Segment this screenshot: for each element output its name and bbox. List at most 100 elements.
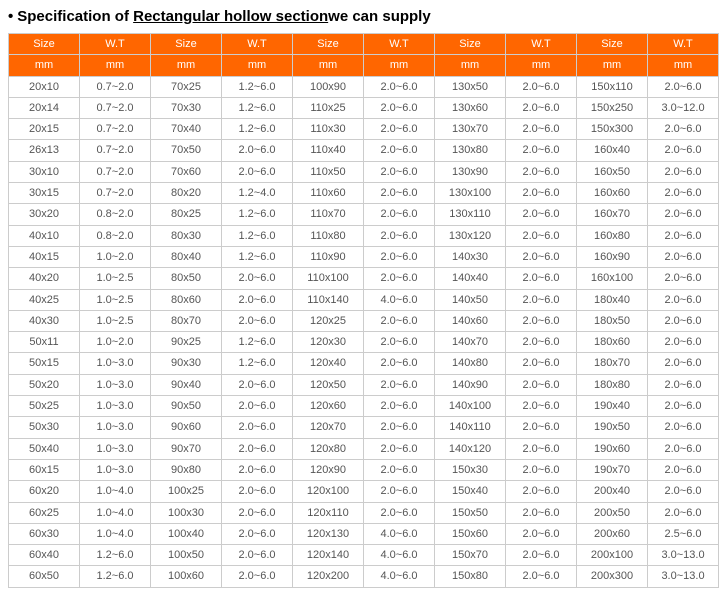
cell-size: 50x11 [9, 332, 80, 353]
title-underline: Rectangular hollow section [133, 8, 328, 25]
cell-size: 140x60 [435, 310, 506, 331]
cell-size: 100x90 [293, 76, 364, 97]
cell-size: 90x40 [151, 374, 222, 395]
cell-size: 190x70 [577, 459, 648, 480]
cell-wt: 2.0~6.0 [648, 417, 719, 438]
cell-wt: 0.7~2.0 [80, 140, 151, 161]
cell-size: 150x30 [435, 459, 506, 480]
table-row: 30x150.7~2.080x201.2~4.0110x602.0~6.0130… [9, 183, 719, 204]
cell-wt: 2.0~6.0 [364, 140, 435, 161]
cell-wt: 1.0~4.0 [80, 481, 151, 502]
cell-wt: 4.0~6.0 [364, 289, 435, 310]
cell-wt: 1.2~6.0 [222, 353, 293, 374]
cell-size: 80x70 [151, 310, 222, 331]
cell-size: 110x40 [293, 140, 364, 161]
cell-wt: 2.0~6.0 [364, 119, 435, 140]
cell-size: 120x140 [293, 545, 364, 566]
cell-wt: 1.0~3.0 [80, 417, 151, 438]
cell-size: 50x20 [9, 374, 80, 395]
cell-size: 140x40 [435, 268, 506, 289]
cell-wt: 1.0~4.0 [80, 523, 151, 544]
title-prefix: Specification of [17, 8, 133, 25]
cell-wt: 2.0~6.0 [506, 268, 577, 289]
table-row: 40x151.0~2.080x401.2~6.0110x902.0~6.0140… [9, 246, 719, 267]
cell-size: 100x60 [151, 566, 222, 587]
cell-size: 160x80 [577, 225, 648, 246]
cell-wt: 2.0~6.0 [364, 459, 435, 480]
cell-wt: 2.0~6.0 [506, 459, 577, 480]
cell-size: 130x60 [435, 97, 506, 118]
cell-size: 40x15 [9, 246, 80, 267]
cell-size: 50x25 [9, 396, 80, 417]
table-row: 30x100.7~2.070x602.0~6.0110x502.0~6.0130… [9, 161, 719, 182]
cell-wt: 2.0~6.0 [648, 161, 719, 182]
cell-wt: 2.0~6.0 [648, 289, 719, 310]
cell-size: 30x15 [9, 183, 80, 204]
table-row: 40x100.8~2.080x301.2~6.0110x802.0~6.0130… [9, 225, 719, 246]
cell-size: 110x70 [293, 204, 364, 225]
col-header-size: Size [151, 34, 222, 55]
cell-wt: 2.0~6.0 [648, 268, 719, 289]
cell-size: 110x50 [293, 161, 364, 182]
cell-wt: 2.0~6.0 [364, 332, 435, 353]
cell-size: 60x30 [9, 523, 80, 544]
table-row: 50x111.0~2.090x251.2~6.0120x302.0~6.0140… [9, 332, 719, 353]
cell-wt: 2.0~6.0 [506, 396, 577, 417]
cell-wt: 1.2~6.0 [222, 225, 293, 246]
cell-size: 150x70 [435, 545, 506, 566]
cell-wt: 1.0~2.5 [80, 268, 151, 289]
cell-size: 80x40 [151, 246, 222, 267]
cell-size: 140x80 [435, 353, 506, 374]
cell-size: 50x30 [9, 417, 80, 438]
cell-size: 190x50 [577, 417, 648, 438]
cell-wt: 2.0~6.0 [648, 310, 719, 331]
table-row: 60x201.0~4.0100x252.0~6.0120x1002.0~6.01… [9, 481, 719, 502]
cell-wt: 0.7~2.0 [80, 183, 151, 204]
cell-size: 140x30 [435, 246, 506, 267]
cell-size: 60x15 [9, 459, 80, 480]
cell-wt: 2.0~6.0 [648, 353, 719, 374]
cell-size: 110x60 [293, 183, 364, 204]
cell-size: 110x25 [293, 97, 364, 118]
cell-wt: 3.0~12.0 [648, 97, 719, 118]
table-row: 60x401.2~6.0100x502.0~6.0120x1404.0~6.01… [9, 545, 719, 566]
cell-size: 180x70 [577, 353, 648, 374]
cell-wt: 2.0~6.0 [506, 545, 577, 566]
cell-wt: 1.0~3.0 [80, 374, 151, 395]
cell-size: 40x30 [9, 310, 80, 331]
cell-size: 120x25 [293, 310, 364, 331]
col-header-wt: W.T [364, 34, 435, 55]
cell-wt: 2.0~6.0 [364, 97, 435, 118]
cell-wt: 1.0~4.0 [80, 502, 151, 523]
cell-wt: 1.2~6.0 [222, 97, 293, 118]
col-header-unit: mm [151, 55, 222, 76]
cell-size: 120x90 [293, 459, 364, 480]
cell-size: 100x25 [151, 481, 222, 502]
cell-wt: 2.0~6.0 [364, 225, 435, 246]
cell-wt: 2.0~6.0 [648, 459, 719, 480]
cell-wt: 2.0~6.0 [506, 97, 577, 118]
cell-size: 120x50 [293, 374, 364, 395]
cell-size: 120x60 [293, 396, 364, 417]
table-row: 20x140.7~2.070x301.2~6.0110x252.0~6.0130… [9, 97, 719, 118]
cell-wt: 2.0~6.0 [222, 310, 293, 331]
cell-size: 140x110 [435, 417, 506, 438]
cell-wt: 2.0~6.0 [364, 204, 435, 225]
cell-size: 130x120 [435, 225, 506, 246]
cell-wt: 2.0~6.0 [364, 183, 435, 204]
cell-size: 130x90 [435, 161, 506, 182]
cell-wt: 1.0~3.0 [80, 396, 151, 417]
cell-size: 100x40 [151, 523, 222, 544]
cell-wt: 1.0~2.0 [80, 246, 151, 267]
title-suffix: we can supply [328, 8, 431, 25]
cell-wt: 3.0~13.0 [648, 545, 719, 566]
cell-size: 90x80 [151, 459, 222, 480]
col-header-unit: mm [435, 55, 506, 76]
cell-wt: 2.0~6.0 [222, 502, 293, 523]
cell-size: 50x40 [9, 438, 80, 459]
table-row: 40x251.0~2.580x602.0~6.0110x1404.0~6.014… [9, 289, 719, 310]
cell-wt: 1.0~3.0 [80, 459, 151, 480]
cell-size: 90x30 [151, 353, 222, 374]
cell-wt: 1.2~6.0 [80, 566, 151, 587]
cell-wt: 2.0~6.0 [506, 417, 577, 438]
